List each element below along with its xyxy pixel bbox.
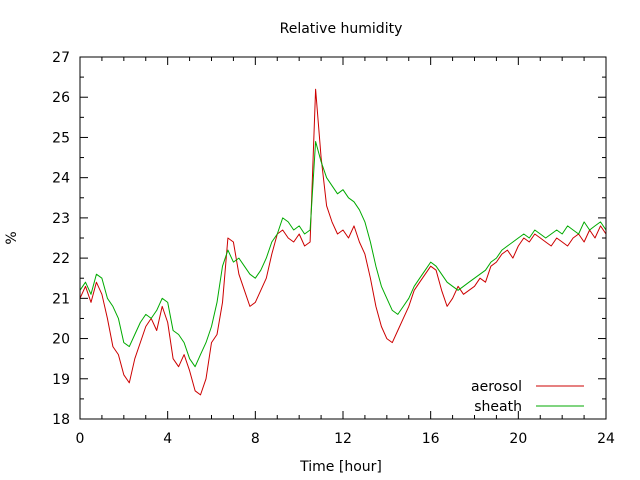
legend-label: aerosol xyxy=(471,379,522,395)
x-tick-label: 16 xyxy=(422,431,440,447)
y-tick-label: 26 xyxy=(52,90,70,106)
x-axis-label: Time [hour] xyxy=(299,459,382,475)
legend-label: sheath xyxy=(474,399,522,415)
plot-frame xyxy=(79,56,607,420)
y-tick-label: 19 xyxy=(52,372,70,388)
y-tick-label: 25 xyxy=(52,130,70,146)
series-line-sheath xyxy=(79,141,607,368)
x-tick-label: 0 xyxy=(76,431,85,447)
y-tick-label: 27 xyxy=(52,50,70,66)
y-tick-label: 23 xyxy=(52,211,70,227)
chart-title: Relative humidity xyxy=(280,21,403,37)
x-tick-label: 20 xyxy=(509,431,527,447)
y-tick-label: 24 xyxy=(52,171,70,187)
series-lines xyxy=(79,88,607,396)
y-axis-label: % xyxy=(4,231,20,244)
x-tick-label: 12 xyxy=(334,431,352,447)
legend: aerosol sheath xyxy=(471,379,584,415)
x-tick-label: 8 xyxy=(251,431,260,447)
y-tick-label: 20 xyxy=(52,332,70,348)
series-line-aerosol xyxy=(79,88,607,396)
y-tick-label: 22 xyxy=(52,251,70,267)
axis-ticks: 18 19 20 21 22 23 24 25 26 27 0 4 8 12 16 20 24 xyxy=(52,50,615,447)
x-tick-label: 24 xyxy=(597,431,615,447)
y-tick-label: 18 xyxy=(52,412,70,428)
x-tick-label: 4 xyxy=(163,431,172,447)
y-tick-label: 21 xyxy=(52,291,70,307)
